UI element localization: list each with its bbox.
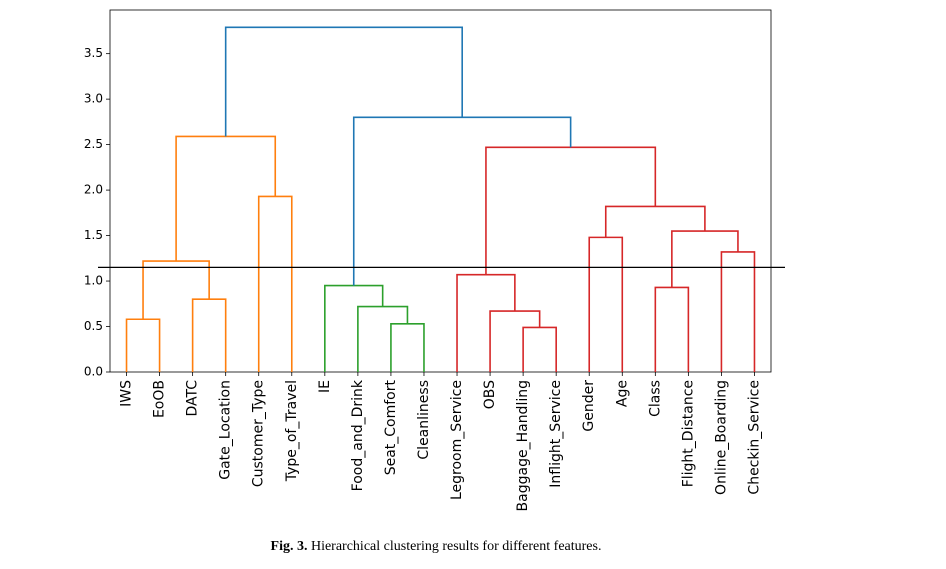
link bbox=[671, 230, 739, 288]
link bbox=[257, 195, 293, 372]
caption: Fig. 3. Hierarchical clustering results … bbox=[271, 539, 602, 554]
leaf-label: Gate_Location bbox=[218, 380, 234, 480]
link bbox=[357, 305, 409, 372]
y-tick-label: 1.5 bbox=[84, 228, 103, 242]
leaf-label: EoOB bbox=[152, 380, 168, 418]
leaf-label: DATC bbox=[185, 380, 201, 417]
y-tick-label: 3.0 bbox=[84, 92, 103, 106]
leaf-label: OBS bbox=[482, 380, 498, 409]
leaf-label: Type_of_Travel bbox=[284, 380, 300, 482]
leaf-label: IWS bbox=[119, 380, 135, 407]
y-tick-label: 1.0 bbox=[84, 274, 103, 288]
leaf-label: Cleanliness bbox=[416, 380, 432, 460]
link bbox=[654, 286, 690, 372]
link bbox=[390, 322, 425, 372]
link bbox=[175, 135, 277, 262]
caption-text: Hierarchical clustering results for diff… bbox=[311, 539, 602, 554]
y-tick-label: 2.0 bbox=[84, 183, 103, 197]
link bbox=[125, 318, 161, 372]
link bbox=[142, 260, 210, 320]
link bbox=[588, 236, 624, 372]
leaf-label: Baggage_Handling bbox=[515, 380, 531, 511]
link bbox=[522, 326, 557, 372]
link bbox=[489, 310, 541, 372]
leaf-label: Flight_Distance bbox=[680, 380, 696, 487]
leaf-label: Food_and_Drink bbox=[350, 379, 366, 491]
link bbox=[604, 205, 706, 238]
plot-frame bbox=[109, 9, 772, 373]
leaf-label: Checkin_Service bbox=[746, 380, 762, 495]
link bbox=[456, 273, 516, 372]
link bbox=[224, 26, 463, 137]
caption-label: Fig. 3. bbox=[271, 539, 308, 554]
link bbox=[485, 146, 657, 275]
y-tick-label: 3.5 bbox=[84, 46, 103, 60]
y-tick-label: 0.5 bbox=[84, 319, 103, 333]
leaf-label: Gender bbox=[581, 380, 597, 432]
leaf-label: Seat_Comfort bbox=[383, 380, 399, 476]
leaf-label: Inflight_Service bbox=[548, 380, 564, 488]
link bbox=[191, 298, 227, 372]
leaf-label: Legroom_Service bbox=[449, 380, 465, 500]
y-tick-label: 0.0 bbox=[84, 365, 103, 379]
link bbox=[324, 284, 384, 372]
leaf-label: Online_Boarding bbox=[713, 380, 729, 495]
link bbox=[352, 116, 572, 286]
leaf-label: Class bbox=[647, 380, 663, 417]
y-tick-label: 2.5 bbox=[84, 137, 103, 151]
link bbox=[720, 251, 756, 372]
leaf-label: IE bbox=[317, 380, 333, 393]
leaf-label: Age bbox=[614, 380, 630, 407]
leaf-label: Customer_Type bbox=[251, 380, 267, 487]
